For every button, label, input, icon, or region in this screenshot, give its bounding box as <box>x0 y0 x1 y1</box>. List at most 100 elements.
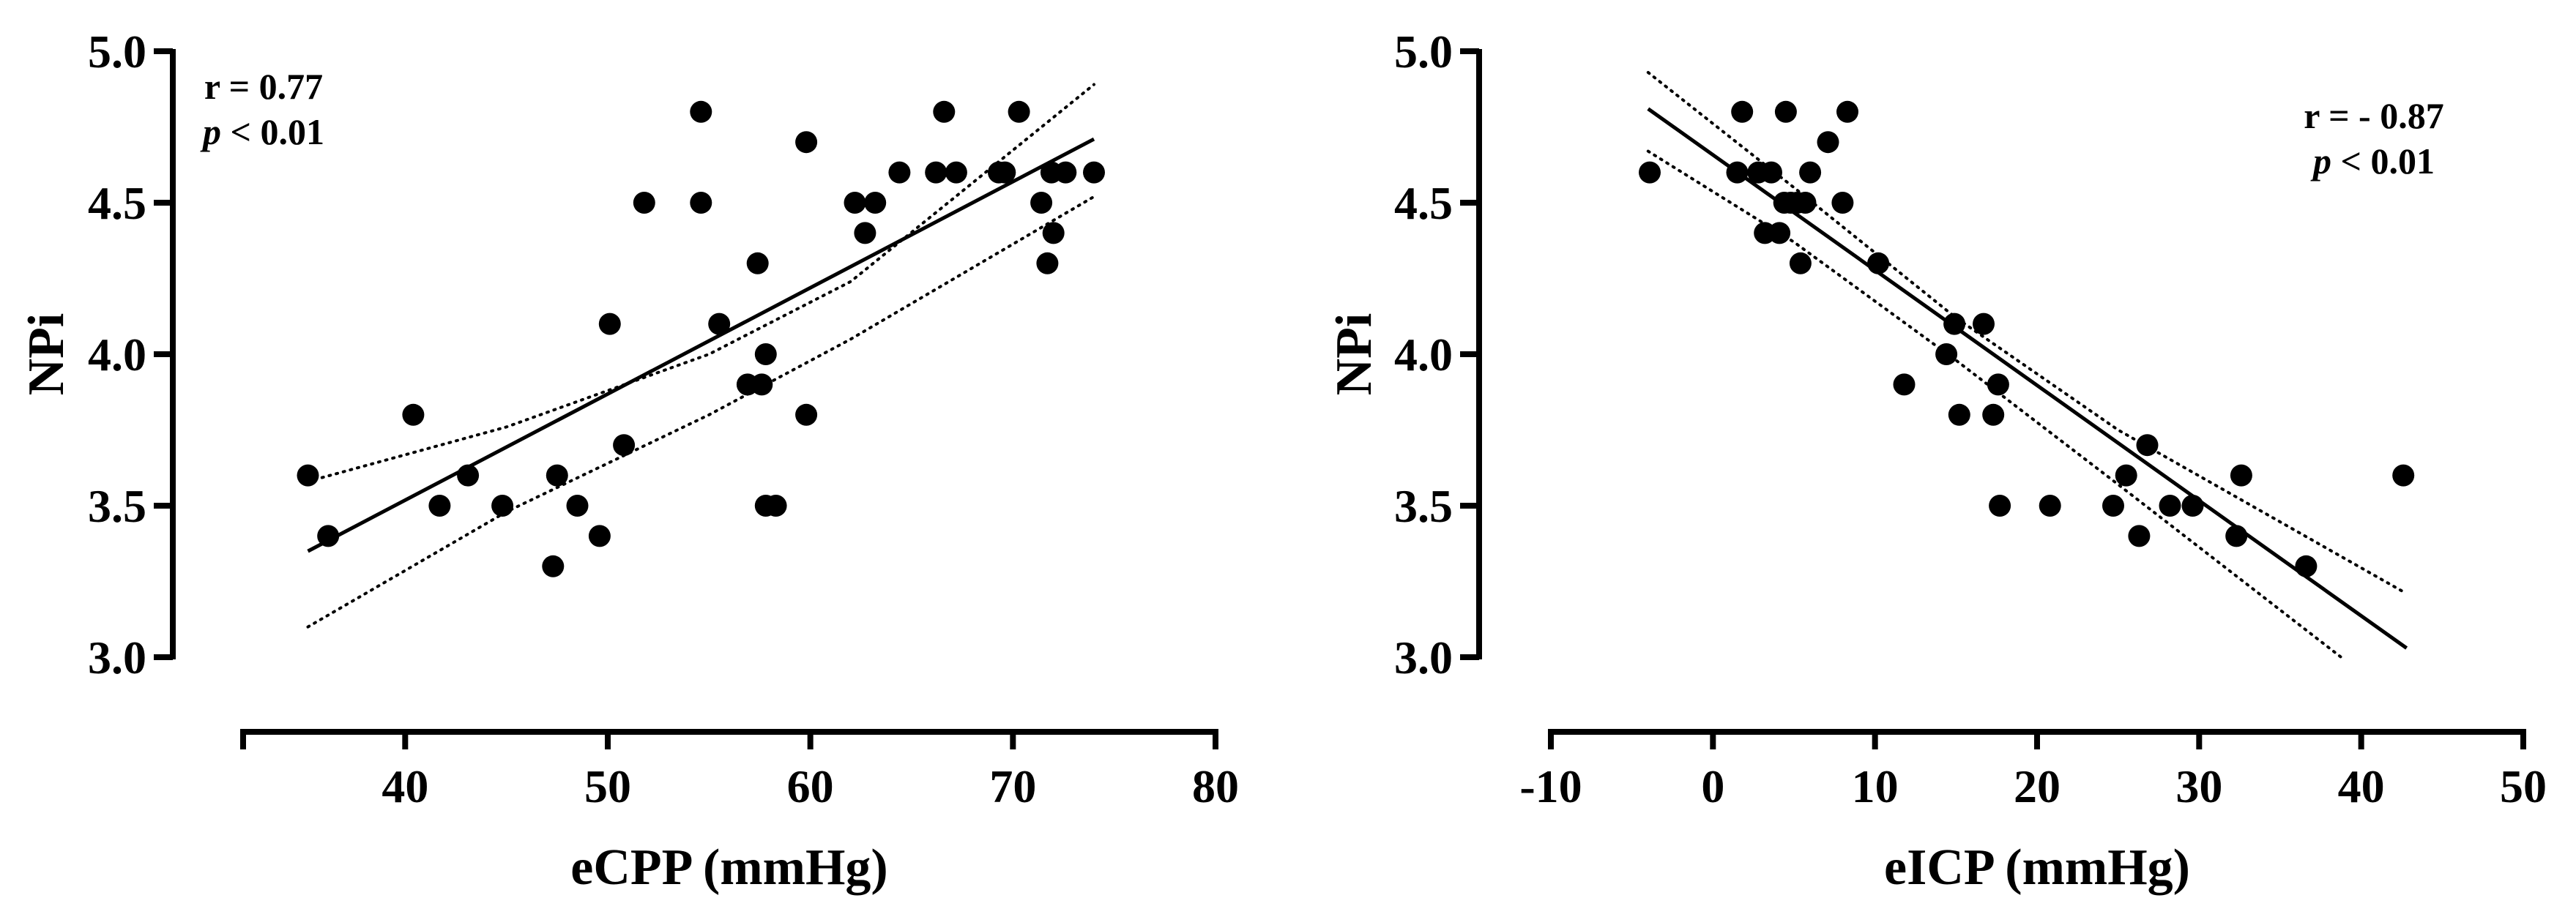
r-annotation: r = - 0.87 <box>2304 95 2443 136</box>
y-tick-label: 4.5 <box>88 177 146 229</box>
x-axis-title: eCPP (mmHg) <box>570 839 887 896</box>
data-point <box>402 403 425 426</box>
data-point <box>690 100 712 123</box>
data-point <box>2225 525 2248 547</box>
y-tick-label: 3.0 <box>1394 632 1453 684</box>
ci-lower-line <box>306 195 1095 629</box>
y-tick-label: 5.0 <box>1394 26 1453 78</box>
data-point <box>588 525 611 547</box>
data-point <box>428 495 451 517</box>
data-point <box>1008 100 1030 123</box>
data-point <box>690 192 712 214</box>
data-point <box>598 312 621 335</box>
regression-line <box>1647 107 2408 650</box>
data-point <box>1054 161 1077 184</box>
data-point <box>542 555 565 577</box>
panel-ecpp: 3.0 3.5 4.0 4.5 5.0 40 50 60 70 80 eCPP (mmHg) NPi r… <box>18 26 1239 896</box>
data-point <box>1831 192 1854 214</box>
y-tick-label: 4.0 <box>1394 329 1453 381</box>
data-point <box>317 525 340 547</box>
data-point <box>297 464 319 487</box>
x-tick-label: 30 <box>2175 760 2222 812</box>
data-point <box>1030 192 1053 214</box>
data-point <box>1639 161 1661 184</box>
data-point <box>1042 222 1065 244</box>
data-point <box>2230 464 2252 487</box>
data-point <box>2102 495 2124 517</box>
data-point <box>746 252 769 274</box>
x-tick-label: 10 <box>1852 760 1899 812</box>
data-point <box>1836 100 1858 123</box>
data-point <box>613 434 636 457</box>
data-point <box>1989 495 2011 517</box>
x-tick-label: 40 <box>2338 760 2385 812</box>
r-annotation: r = 0.77 <box>204 66 323 107</box>
data-point <box>1987 373 2009 396</box>
data-point <box>1943 312 1966 335</box>
data-point <box>2295 555 2318 577</box>
data-point <box>844 192 866 214</box>
data-point <box>1731 100 1754 123</box>
y-axis-title: NPi <box>18 313 75 396</box>
p-annotation: p < 0.01 <box>200 111 324 152</box>
data-point <box>1768 222 1791 244</box>
data-point <box>2392 464 2415 487</box>
data-point <box>1726 161 1749 184</box>
data-point <box>566 495 589 517</box>
x-tick-label: 50 <box>584 760 631 812</box>
data-point <box>1083 161 1105 184</box>
data-point <box>2181 495 2204 517</box>
x-tick-label: 0 <box>1701 760 1724 812</box>
data-point <box>1867 252 1890 274</box>
data-point <box>2039 495 2061 517</box>
data-point <box>751 373 773 396</box>
data-point <box>457 464 480 487</box>
data-point <box>1982 403 2005 426</box>
regression-line <box>307 137 1095 553</box>
x-tick-label: 20 <box>2014 760 2061 812</box>
ci-lower-line <box>1646 149 2347 662</box>
data-point <box>1893 373 1916 396</box>
data-point <box>1789 252 1812 274</box>
y-tick-label: 4.0 <box>88 329 146 381</box>
x-tick-label: 40 <box>381 760 428 812</box>
data-point <box>888 161 911 184</box>
x-tick-label: -10 <box>1519 760 1582 812</box>
y-tick-label: 4.5 <box>1394 177 1453 229</box>
x-axis-title: eICP (mmHg) <box>1884 839 2190 896</box>
data-point <box>2128 525 2151 547</box>
data-point <box>1935 343 1958 365</box>
data-point <box>1973 312 1995 335</box>
data-point <box>2159 495 2181 517</box>
data-point <box>854 222 876 244</box>
x-tick-label: 50 <box>2500 760 2547 812</box>
data-point <box>864 192 887 214</box>
data-point <box>994 161 1016 184</box>
data-point <box>1817 131 1839 154</box>
data-point <box>945 161 967 184</box>
data-point <box>491 495 514 517</box>
data-point <box>795 131 818 154</box>
y-tick-label: 3.0 <box>88 632 146 684</box>
data-point <box>546 464 568 487</box>
data-point <box>1774 100 1797 123</box>
data-point <box>795 403 818 426</box>
x-tick-label: 70 <box>989 760 1036 812</box>
y-tick-label: 3.5 <box>1394 480 1453 532</box>
p-annotation: p < 0.01 <box>2310 141 2435 181</box>
data-point <box>2115 464 2137 487</box>
y-tick-label: 5.0 <box>88 26 146 78</box>
y-tick-label: 3.5 <box>88 480 146 532</box>
data-point <box>1948 403 1970 426</box>
y-axis-title: NPi <box>1326 313 1382 396</box>
data-point <box>633 192 655 214</box>
ci-upper-line <box>1646 71 2408 596</box>
data-point <box>1794 192 1817 214</box>
x-tick-label: 60 <box>787 760 834 812</box>
data-point <box>2136 434 2159 457</box>
data-point <box>933 100 956 123</box>
data-point <box>1799 161 1822 184</box>
panel-eicp: 3.0 3.5 4.0 4.5 5.0 -10 0 10 20 30 40 50 eICP (mmHg)… <box>1326 26 2547 896</box>
